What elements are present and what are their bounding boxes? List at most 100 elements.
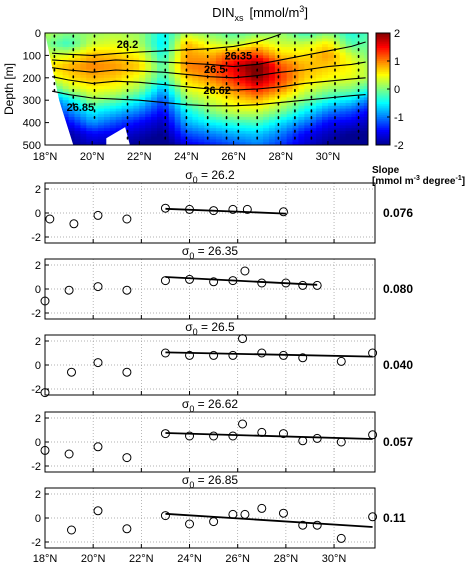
heatmap-cell [304,108,311,112]
heatmap-cell [257,97,264,101]
heatmap-cell [50,44,58,48]
heatmap-cell [359,86,365,90]
heatmap-cell [139,100,146,104]
heatmap-cell [109,103,117,107]
heatmap-cell [198,103,205,107]
heatmap-cell [239,35,247,40]
heatmap-cell [227,103,235,107]
heatmap-cell [80,111,87,115]
heatmap-cell [345,35,353,40]
heatmap-cell [133,128,140,132]
heatmap-cell [333,41,341,45]
heatmap-cell [127,131,135,135]
heatmap-cell [316,94,323,98]
heatmap-cell [92,52,99,56]
heatmap-cell [339,58,347,62]
heatmap-cell [198,122,205,126]
heatmap-cell [192,128,199,132]
heatmap-cell [115,108,123,112]
heatmap-cell [156,97,164,101]
heatmap-cell [257,91,264,96]
heatmap-cell [215,55,223,59]
heatmap-cell [198,35,205,40]
heatmap-cell [145,91,152,96]
heatmap-cell [363,33,368,37]
heatmap-cell [363,38,368,42]
heatmap-cell [180,44,188,48]
heatmap-cell [186,33,193,37]
heatmap-cell [56,91,64,96]
heatmap-cell [233,66,241,70]
heatmap-cell [115,72,123,76]
heatmap-cell [251,133,258,138]
data-point [228,350,238,360]
heatmap-cell [210,139,217,143]
heatmap-cell [168,105,176,110]
heatmap-cell [56,83,64,87]
heatmap-cell [233,38,241,42]
heatmap-cell [192,44,199,48]
heatmap-cell [115,83,123,87]
heatmap-cell [151,117,158,121]
heatmap-cell [56,33,64,37]
heatmap-cell [351,89,357,93]
heatmap-cell [227,58,235,62]
heatmap-cell [339,142,347,145]
heatmap-cell [233,89,241,93]
heatmap-cell [115,35,123,40]
heatmap-cell [327,55,335,59]
heatmap-cell [322,136,329,140]
heatmap-cell [139,94,146,98]
heatmap-cell [268,66,276,70]
x-tick-label: 18°N [33,553,58,565]
heatmap-cell [174,77,182,82]
heatmap-cell [327,142,335,145]
heatmap-cell [109,83,117,87]
heatmap-cell [359,75,365,79]
heatmap-cell [145,108,152,112]
heatmap-cell [280,111,288,115]
heatmap-cell [251,105,258,110]
heatmap-cell [115,55,123,59]
heatmap-cell [80,97,87,101]
heatmap-cell [345,97,353,101]
heatmap-cell [286,117,294,121]
heatmap-cell [351,63,357,68]
heatmap-cell [268,119,276,124]
heatmap-cell [62,100,70,104]
heatmap-cell [92,91,99,96]
heatmap-cell [359,77,365,82]
heatmap-cell [192,111,199,115]
heatmap-cell [292,38,300,42]
heatmap-cell [245,91,252,96]
heatmap-cell [86,108,93,112]
heatmap-cell [121,44,129,48]
heatmap-cell [263,33,270,37]
heatmap-cell [280,89,288,93]
heatmap-cell [292,86,300,90]
heatmap-cell [68,100,76,104]
heatmap-cell [310,108,317,112]
heatmap-cell [192,83,199,87]
heatmap-cell [339,86,347,90]
heatmap-cell [162,38,170,42]
heatmap-cell [298,55,305,59]
heatmap-cell [339,52,347,56]
heatmap-cell [221,131,229,135]
heatmap-cell [109,72,117,76]
heatmap-cell [280,63,288,68]
heatmap-cell [298,133,305,138]
heatmap-cell [121,47,129,51]
heatmap-cell [127,100,135,104]
heatmap-cell [204,119,211,124]
heatmap-cell [133,44,140,48]
heatmap-cell [215,108,223,112]
colorbar-swatch [376,100,390,103]
heatmap-cell [215,66,223,70]
heatmap-cell [345,89,353,93]
heatmap-cell [221,66,229,70]
heatmap-cell [151,58,158,62]
fit-line [165,351,373,358]
heatmap-cell [359,47,365,51]
heatmap-cell [339,83,347,87]
